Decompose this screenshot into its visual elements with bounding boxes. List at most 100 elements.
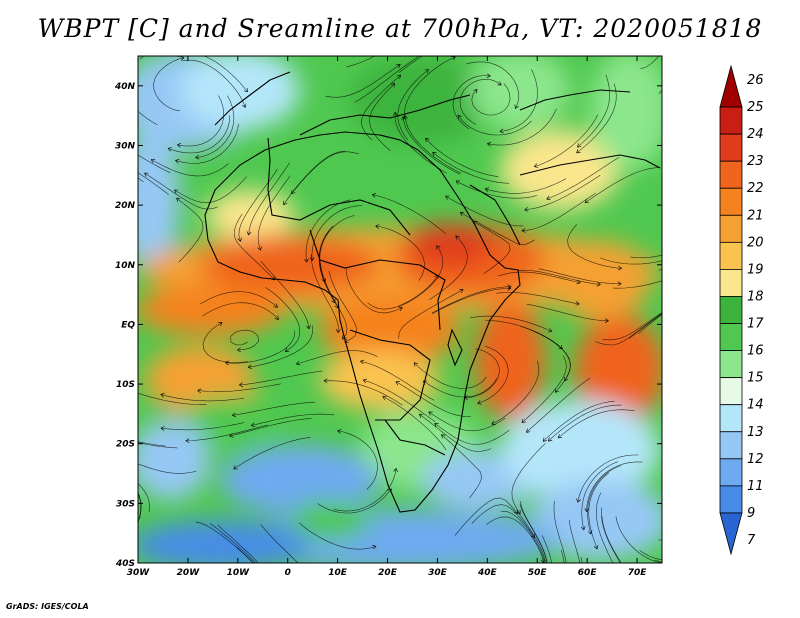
streamline — [640, 56, 659, 70]
streamline-arrowhead — [516, 509, 521, 515]
streamline — [251, 413, 335, 426]
colorbar-segment — [719, 431, 743, 460]
streamline — [576, 83, 617, 154]
streamline-arrowhead — [604, 318, 609, 323]
lon-tick-label: 20W — [177, 568, 201, 578]
streamline — [257, 175, 291, 251]
streamline-arrowhead — [362, 378, 367, 384]
streamline — [519, 504, 548, 563]
streamline — [584, 167, 661, 204]
streamline — [260, 524, 299, 563]
streamline-arrowhead — [132, 60, 136, 64]
streamline-arrowhead — [96, 460, 100, 464]
streamline-arrowhead — [176, 197, 181, 202]
streamline-arrowhead — [693, 290, 697, 294]
streamline — [595, 492, 614, 563]
streamline — [471, 83, 511, 116]
streamline-arrowhead — [283, 200, 288, 206]
streamline — [238, 168, 278, 242]
lon-tick-label: 40E — [477, 568, 498, 578]
streamline — [138, 492, 142, 519]
streamline — [202, 322, 249, 363]
streamline-arrowhead — [520, 602, 524, 606]
lat-tick-label: 30S — [116, 499, 135, 509]
streamline — [345, 267, 403, 314]
streamline-arrowhead — [436, 245, 441, 250]
streamline-arrowhead — [125, 58, 129, 62]
streamline-arrowhead — [455, 180, 461, 185]
lat-tick-label: 20S — [116, 440, 135, 450]
streamline — [459, 78, 502, 125]
streamline — [138, 110, 158, 126]
streamline-arrowhead — [304, 258, 309, 263]
streamline — [600, 257, 662, 265]
colorbar-label: 19 — [747, 262, 764, 277]
streamline — [658, 269, 662, 271]
colorbar-label: 16 — [747, 344, 764, 359]
streamline — [299, 522, 377, 550]
streamline — [310, 254, 339, 333]
streamline — [217, 524, 259, 563]
streamline-arrowhead — [497, 81, 502, 86]
map-title: WBPT [C] and Sreamline at 700hPa, VT: 20… — [37, 14, 763, 43]
streamline-arrowhead — [660, 0, 664, 4]
map-axes: 30W 20W 10W 0 10E 20E 30E 40E 50E 60E 70E 40N 30N 20N… — [114, 56, 662, 578]
streamline-arrowhead — [180, 56, 185, 61]
streamline-arrowhead — [593, 544, 599, 550]
streamline — [138, 483, 150, 513]
streamline — [581, 461, 618, 530]
streamline — [160, 422, 245, 431]
streamline-arrowhead — [335, 329, 341, 333]
streamline — [441, 434, 482, 499]
streamline — [202, 302, 279, 320]
streamline — [177, 95, 225, 147]
streamline-arrowhead — [540, 613, 544, 617]
streamline — [138, 492, 142, 523]
streamline — [586, 461, 643, 512]
colorbar-segment — [719, 64, 743, 108]
streamline-arrowhead — [526, 428, 531, 433]
colorbar-label: 20 — [747, 235, 764, 250]
streamline — [464, 348, 500, 399]
streamline — [485, 178, 567, 194]
streamline-arrowhead — [247, 364, 252, 369]
streamline-arrowhead — [395, 381, 400, 386]
streamline-arrowhead — [441, 434, 446, 439]
streamline — [354, 56, 420, 103]
streamline-arrowhead — [274, 315, 279, 320]
streamlines — [70, 0, 697, 617]
streamline — [210, 523, 256, 563]
streamline-arrowhead — [455, 235, 460, 240]
streamline-arrowhead — [250, 422, 256, 428]
streamline-arrowhead — [360, 359, 365, 365]
streamline — [587, 465, 622, 535]
streamline-arrowhead — [150, 159, 156, 164]
streamline — [526, 303, 609, 322]
streamline-arrowhead — [70, 142, 74, 146]
streamline-arrowhead — [95, 433, 99, 437]
streamline — [337, 430, 378, 490]
streamline-arrowhead — [94, 457, 98, 461]
colorbar-label: 7 — [747, 533, 756, 548]
streamline — [496, 292, 580, 305]
streamline-arrowhead — [486, 73, 491, 79]
streamline-arrowhead — [218, 322, 223, 327]
streamline-arrowhead — [434, 423, 439, 428]
streamline-arrowhead — [576, 148, 581, 154]
streamline — [612, 280, 662, 289]
colorbar-segment — [719, 296, 743, 324]
streamline-arrowhead — [538, 581, 542, 585]
streamline — [138, 463, 197, 474]
streamline-arrowhead — [459, 289, 464, 294]
streamline — [638, 314, 662, 335]
streamline — [521, 192, 596, 231]
streamline-arrowhead — [693, 224, 697, 228]
streamline — [499, 69, 538, 132]
streamline-arrowhead — [424, 69, 429, 74]
streamline-arrowhead — [372, 544, 377, 550]
streamline — [138, 442, 178, 449]
streamline-arrowhead — [432, 151, 437, 157]
streamline — [369, 83, 396, 152]
streamline — [398, 245, 444, 308]
lat-tick-label: 10S — [116, 380, 135, 390]
